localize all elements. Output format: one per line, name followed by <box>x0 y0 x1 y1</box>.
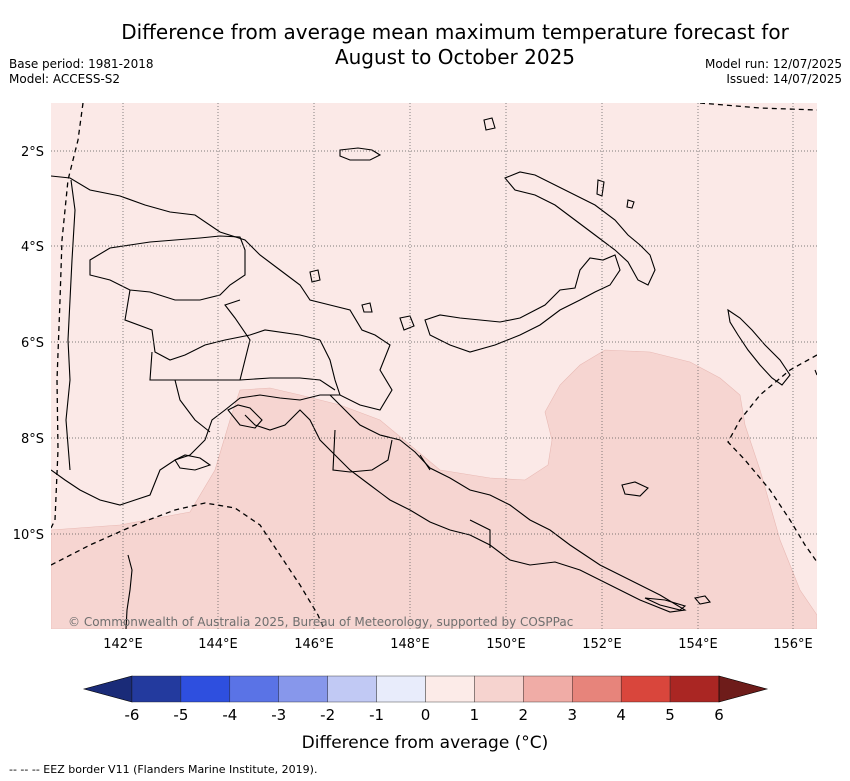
colorbar-segment <box>180 675 231 703</box>
lat-label: 10°S <box>13 528 44 543</box>
meta-right: Model run: 12/07/2025 Issued: 14/07/2025 <box>705 57 842 87</box>
colorbar-tick-label: -1 <box>369 706 384 724</box>
colorbar-segment <box>376 675 426 703</box>
lon-label: 154°E <box>678 637 718 652</box>
meta-left: Base period: 1981-2018 Model: ACCESS-S2 <box>9 57 154 87</box>
colorbar-segment <box>278 675 328 703</box>
model-name: Model: ACCESS-S2 <box>9 72 121 86</box>
colorbar-tick-labels: -6 -5 -4 -3 -2 -1 0 1 2 3 4 5 6 <box>125 706 724 724</box>
colorbar-segment <box>425 675 475 703</box>
base-period: Base period: 1981-2018 <box>9 57 154 71</box>
colorbar-tick-label: -2 <box>320 706 335 724</box>
lat-label: 8°S <box>21 432 44 447</box>
lat-label: 2°S <box>21 145 44 160</box>
colorbar-segment <box>131 675 182 703</box>
colorbar-segment <box>620 675 671 703</box>
lon-label: 152°E <box>582 637 622 652</box>
model-run: Model run: 12/07/2025 <box>704 57 842 71</box>
chart-title: Difference from average mean maximum tem… <box>60 20 850 70</box>
colorbar-tick-label: 3 <box>567 706 577 724</box>
lon-label: 144°E <box>198 637 238 652</box>
colorbar-tick-label: 0 <box>421 706 431 724</box>
lon-label: 142°E <box>103 637 143 652</box>
colorbar-under-arrow <box>82 675 133 703</box>
lon-label: 150°E <box>486 637 526 652</box>
lat-label: 6°S <box>21 336 44 351</box>
colorbar-title: Difference from average (°C) <box>301 733 549 753</box>
colorbar-segment <box>669 675 720 703</box>
colorbar-over-arrow <box>718 675 769 703</box>
issued-date: Issued: 14/07/2025 <box>726 72 842 86</box>
colorbar-segment <box>327 675 377 703</box>
copyright-text: © Commonwealth of Australia 2025, Bureau… <box>68 615 573 629</box>
colorbar-tick-label: -5 <box>173 706 188 724</box>
colorbar-segment <box>229 675 279 703</box>
anomaly-zone-1-to-2 <box>51 349 817 629</box>
colorbar-tick-label: -6 <box>125 706 140 724</box>
colorbar-tick-label: -3 <box>271 706 286 724</box>
eez-footnote: -- -- -- EEZ border V11 (Flanders Marine… <box>9 763 318 776</box>
colorbar-tick-label: 4 <box>616 706 626 724</box>
colorbar-segment <box>572 675 622 703</box>
title-line-2: August to October 2025 <box>334 45 576 69</box>
lon-tick-labels: 142°E 144°E 146°E 148°E 150°E 152°E 154°… <box>103 637 813 652</box>
lon-label: 156°E <box>773 637 813 652</box>
lat-label: 4°S <box>21 240 44 255</box>
colorbar-tick-label: 2 <box>519 706 529 724</box>
lon-label: 146°E <box>294 637 334 652</box>
colorbar-segment <box>474 675 524 703</box>
graticule <box>51 103 817 629</box>
colorbar-tick-label: 1 <box>470 706 480 724</box>
colorbar <box>82 675 769 703</box>
colorbar-tick-label: 6 <box>714 706 724 724</box>
lat-tick-labels: 2°S 4°S 6°S 8°S 10°S <box>13 145 44 543</box>
eez-borders <box>51 103 817 629</box>
colorbar-tick-label: -4 <box>222 706 237 724</box>
colorbar-segment <box>523 675 573 703</box>
coastlines <box>51 117 817 629</box>
title-line-1: Difference from average mean maximum tem… <box>121 20 789 44</box>
lon-label: 148°E <box>390 637 430 652</box>
colorbar-tick-label: 5 <box>665 706 675 724</box>
